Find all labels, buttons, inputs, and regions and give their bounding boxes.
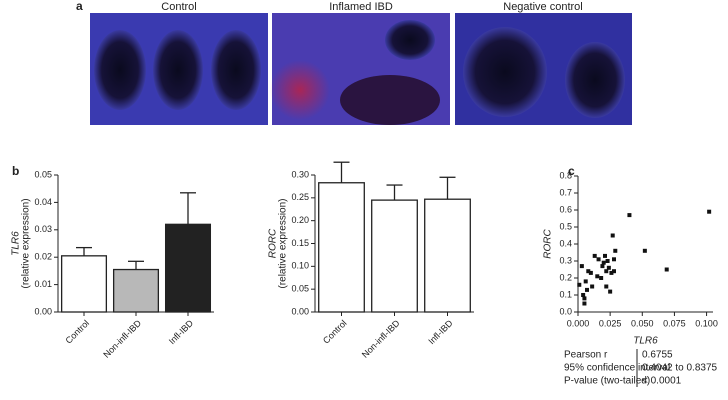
- point: [595, 274, 600, 279]
- image-caption: Negative control: [503, 1, 583, 13]
- panel-label: a: [76, 0, 83, 13]
- point: [627, 213, 632, 218]
- point: [596, 257, 601, 262]
- y-tick-label: 0.1: [559, 289, 572, 299]
- bar: [164, 223, 212, 313]
- stain: [270, 60, 330, 120]
- y-tick-label: 0.00: [291, 306, 309, 316]
- x-tick-label: Control: [64, 318, 92, 346]
- point: [600, 264, 605, 269]
- panel-label: b: [12, 164, 19, 178]
- x-tick-label: 0.025: [599, 318, 622, 328]
- bar: [371, 199, 418, 313]
- y-tick-label: 0.20: [291, 215, 309, 225]
- y-tick-label: 0.00: [34, 306, 52, 316]
- x-tick-label: Non-infl-IBD: [360, 318, 402, 360]
- x-tick-label: Infl-IBD: [426, 318, 455, 347]
- point: [610, 233, 615, 238]
- y-tick-label: 0.10: [291, 261, 309, 271]
- x-tick-label: Non-infl-IBD: [101, 318, 143, 360]
- x-tick-label: 0.075: [663, 318, 686, 328]
- bar: [60, 255, 108, 313]
- y-tick-label: 0.25: [291, 192, 309, 202]
- y-tick-label: 0.04: [34, 197, 52, 207]
- point: [604, 284, 609, 289]
- y-tick-label: 0.05: [34, 169, 52, 179]
- x-tick-label: Control: [321, 318, 349, 346]
- x-tick-label: 0.050: [631, 318, 654, 328]
- point: [599, 276, 604, 280]
- bar: [112, 268, 160, 313]
- y-axis-label: RORC: [543, 229, 554, 259]
- point: [590, 284, 595, 289]
- point: [585, 287, 589, 292]
- y-tick-label: 0.7: [559, 187, 572, 197]
- y-tick-label: 0.05: [291, 284, 309, 294]
- micrographs: a Control Inflamed IBD Negative control: [76, 0, 632, 125]
- y-tick-label: 0.3: [559, 255, 572, 265]
- y-tick-label: 0.0: [559, 306, 572, 316]
- y-tick-label: 0.30: [291, 169, 309, 179]
- y-tick-label: 0.15: [291, 238, 309, 248]
- x-tick-label: 0.100: [695, 318, 718, 328]
- crypt: [565, 42, 625, 118]
- point: [609, 270, 614, 275]
- y-tick-label: 0.5: [559, 221, 572, 231]
- crypt: [463, 27, 547, 117]
- stats-label: Pearson r: [564, 350, 608, 361]
- point: [603, 253, 607, 258]
- point: [579, 264, 584, 269]
- crypt: [153, 30, 203, 110]
- x-axis-label: TLR6: [633, 336, 658, 347]
- stats-value: 0.6755: [642, 350, 673, 361]
- y-tick-label: 0.4: [559, 238, 572, 248]
- point: [606, 265, 611, 270]
- image-caption: Control: [161, 1, 196, 13]
- crypt: [340, 75, 440, 125]
- point: [581, 293, 586, 297]
- x-tick-label: Infl-IBD: [167, 318, 196, 347]
- point: [605, 259, 610, 263]
- point: [588, 270, 593, 275]
- stats-value: < 0.0001: [642, 376, 682, 387]
- point: [601, 260, 606, 265]
- point: [592, 253, 597, 258]
- image-caption: Inflamed IBD: [329, 1, 393, 13]
- crypt: [385, 20, 435, 60]
- point: [664, 267, 669, 272]
- point: [612, 269, 616, 274]
- y-axis-note: (relative expression): [278, 198, 289, 288]
- stats-value: 0.4042 to 0.8375: [642, 363, 718, 374]
- y-axis-label: TLR6: [11, 231, 22, 256]
- stats-label: 95% confidence interval: [564, 363, 670, 374]
- point: [604, 269, 609, 274]
- point: [583, 279, 588, 284]
- point: [608, 289, 613, 294]
- panel-label: c: [568, 164, 575, 178]
- y-axis-note: (relative expression): [21, 198, 32, 288]
- point: [582, 296, 587, 301]
- point: [642, 248, 647, 253]
- x-tick-label: 0.000: [567, 318, 590, 328]
- y-tick-label: 0.03: [34, 224, 52, 234]
- point: [613, 248, 618, 253]
- y-axis-label: RORC: [268, 228, 279, 258]
- stats-label: P-value (two-tailed): [564, 376, 650, 387]
- point: [707, 209, 712, 214]
- crypt: [211, 30, 261, 110]
- y-tick-label: 0.01: [34, 279, 52, 289]
- y-tick-label: 0.2: [559, 272, 572, 282]
- y-tick-label: 0.8: [559, 170, 572, 180]
- bar: [424, 198, 471, 313]
- point: [612, 257, 616, 262]
- crypt: [94, 30, 146, 110]
- point: [586, 269, 591, 274]
- y-tick-label: 0.6: [559, 204, 572, 214]
- point: [582, 301, 587, 306]
- bar: [318, 182, 365, 313]
- point: [577, 282, 582, 287]
- y-tick-label: 0.02: [34, 252, 52, 262]
